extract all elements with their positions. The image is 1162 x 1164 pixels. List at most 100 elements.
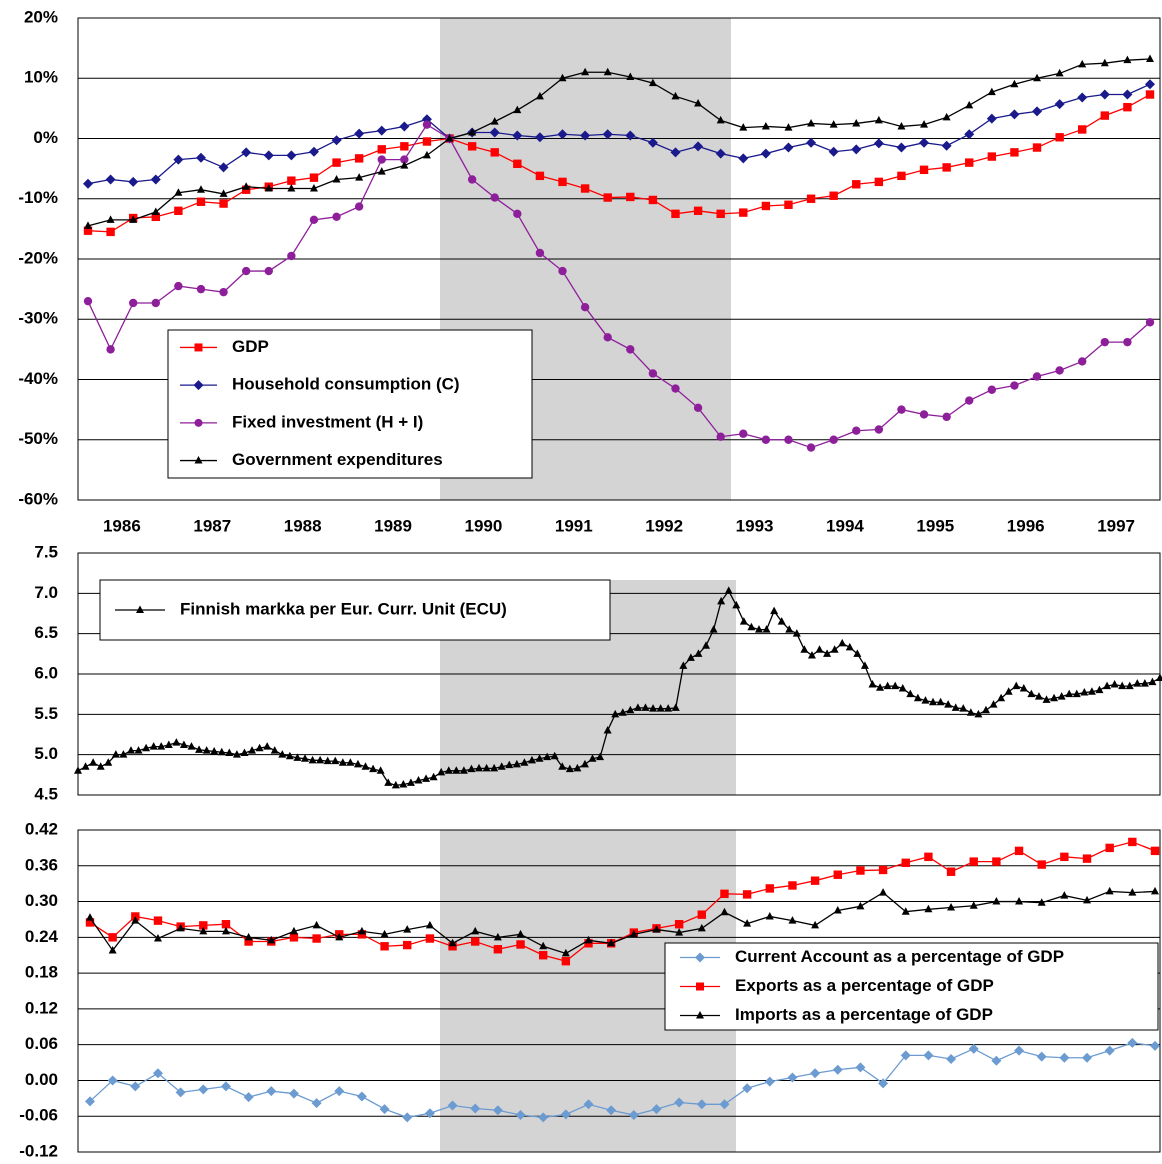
marker [964,129,975,140]
marker [242,182,251,190]
marker [470,1103,481,1114]
marker [225,748,234,757]
marker [331,756,340,765]
legend-marker [194,418,203,427]
marker [308,146,319,157]
marker [833,870,842,879]
y-tick-label: 0.36 [25,855,58,874]
y-tick-label: 20% [24,7,58,26]
y-tick-label: 0.24 [25,927,59,946]
marker [919,165,929,175]
marker [422,150,431,159]
marker [788,916,797,924]
marker [581,67,590,76]
legend-label: GDP [232,337,269,356]
marker [747,622,756,631]
marker [929,697,938,706]
marker [266,1086,277,1097]
marker [1037,860,1046,869]
marker [425,934,435,943]
marker [981,705,990,714]
marker [855,1062,866,1073]
marker [85,918,95,927]
marker [354,202,364,211]
marker [1057,692,1066,700]
legend-label: Current Account as a percentage of GDP [735,947,1064,966]
marker [1148,677,1157,686]
y-tick-label: 0.06 [25,1034,58,1053]
marker [560,1109,571,1120]
marker [628,1110,639,1121]
marker [425,920,434,929]
marker [901,858,910,867]
marker [807,650,816,659]
marker [444,766,453,774]
x-tick-label: 1994 [826,516,864,535]
marker [287,251,296,261]
marker [493,932,502,941]
legend: Current Account as a percentage of GDP Ex… [664,942,1159,1031]
marker [187,742,196,750]
marker [179,740,188,748]
marker [694,649,703,657]
marker [361,762,370,770]
marker [128,176,139,187]
marker [829,435,838,444]
marker [108,933,117,942]
marker [1103,681,1112,690]
marker [625,130,636,141]
marker [1123,55,1132,64]
marker [111,750,120,758]
marker [852,426,861,435]
marker [527,755,536,764]
y-tick-label: -50% [18,429,58,448]
marker [475,763,484,772]
marker [1078,357,1087,366]
marker [709,625,718,633]
marker [845,642,854,651]
marker [218,162,229,173]
marker [471,937,480,946]
marker [946,867,956,876]
marker [873,138,884,149]
marker [764,1076,775,1087]
marker [558,762,567,770]
marker [724,586,733,594]
marker [965,158,974,167]
marker [810,1068,821,1079]
marker [652,925,661,933]
marker [823,649,832,657]
marker [520,758,529,766]
marker [986,113,997,124]
marker [1110,679,1119,688]
marker [693,141,704,152]
marker [130,1081,141,1092]
marker [629,929,638,938]
marker [603,67,612,76]
marker [195,152,206,163]
marker [651,1104,662,1115]
marker [1012,681,1021,690]
marker [447,1100,458,1111]
marker [1128,837,1137,847]
panel: 0.42 0.36 0.30 0.24 0.18 0.12 0.06 0.00 -0.06 -0.… [19,819,1161,1160]
marker [264,184,273,192]
legend-label: Imports as a percentage of GDP [735,1005,993,1024]
marker [874,115,883,124]
marker [1036,1051,1047,1062]
marker [800,645,809,653]
marker [815,645,824,653]
marker [920,120,929,128]
marker [942,163,951,172]
marker [332,212,341,222]
marker [308,755,317,764]
marker [198,1084,209,1095]
marker [896,142,907,153]
marker [1100,58,1109,67]
marker [150,174,161,185]
marker [196,185,205,193]
marker [338,758,347,766]
marker [715,148,726,159]
marker [1010,148,1019,157]
marker [674,1097,685,1108]
